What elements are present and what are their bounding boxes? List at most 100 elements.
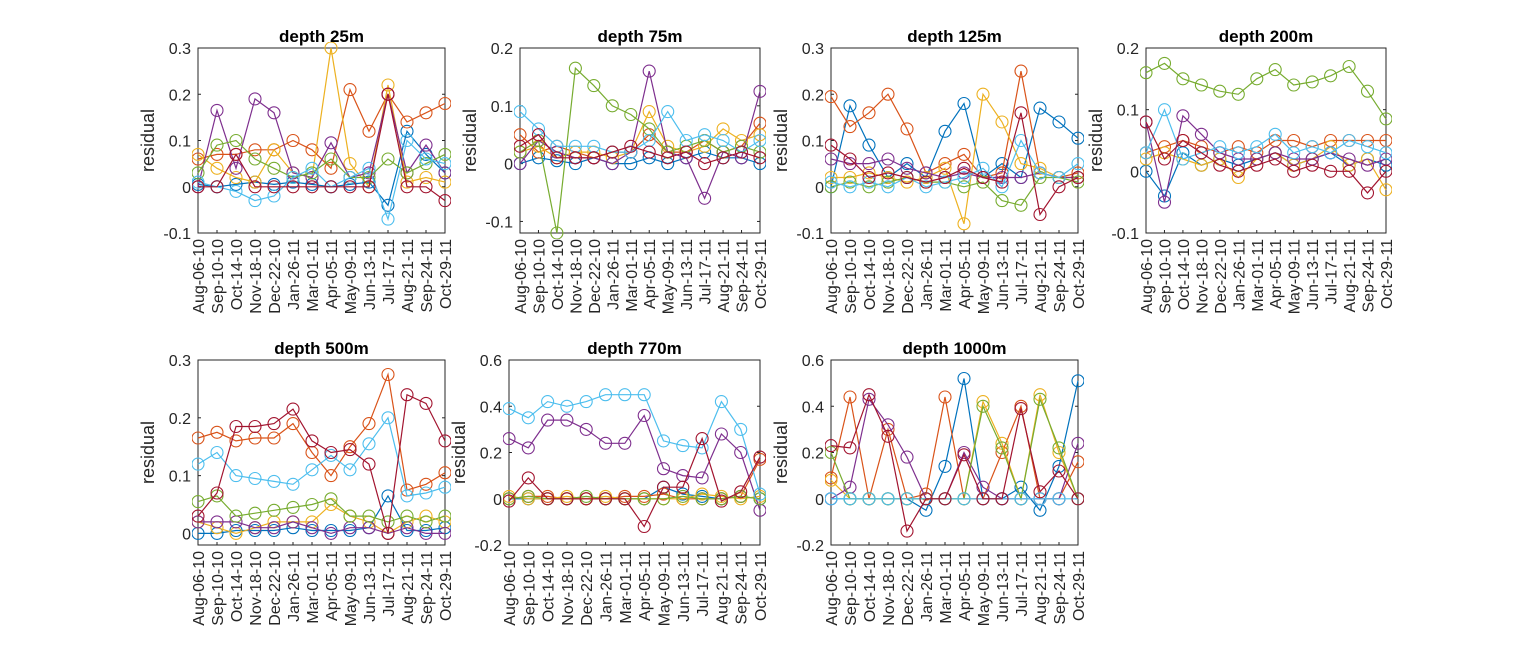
data-point (1052, 492, 1066, 506)
data-point (192, 431, 205, 445)
data-point (825, 439, 838, 453)
x-tick-label: Oct-29-11 (753, 239, 770, 309)
data-point (1157, 103, 1172, 117)
x-tick-label: Apr-05-11 (637, 551, 654, 621)
data-point (1033, 392, 1047, 406)
data-point (825, 175, 838, 189)
y-tick-label: 0.3 (802, 41, 824, 58)
data-point (1360, 140, 1375, 154)
data-point (957, 217, 971, 231)
x-tick-label: Jul-17-11 (1014, 551, 1031, 617)
data-point (734, 485, 748, 499)
data-point (605, 99, 619, 113)
data-point (900, 524, 914, 538)
x-tick-label: Jan-26-11 (919, 551, 936, 622)
data-point (716, 133, 730, 148)
y-tick-label: 0.1 (169, 134, 191, 151)
x-tick-label: Nov-18-10 (248, 551, 265, 626)
data-point (900, 161, 914, 175)
data-point (957, 180, 971, 194)
data-point (957, 448, 971, 462)
data-point (938, 492, 952, 506)
data-point (1033, 166, 1047, 180)
data-point (229, 177, 243, 191)
data-point (825, 492, 838, 506)
data-point (676, 439, 690, 453)
data-point (381, 489, 395, 503)
x-tick-label: Aug-06-10 (191, 239, 208, 314)
data-point (210, 103, 224, 117)
data-point (862, 175, 876, 189)
y-tick-label: 0.2 (491, 41, 513, 58)
x-tick-label: Jan-26-11 (286, 551, 303, 622)
data-point (1213, 158, 1227, 172)
data-point (695, 432, 709, 446)
data-point (695, 492, 709, 506)
data-point (1305, 75, 1319, 89)
series-line (508, 394, 761, 495)
data-point (305, 166, 319, 180)
data-point (560, 399, 574, 413)
data-point (503, 494, 516, 508)
series-line (197, 495, 446, 523)
data-point (324, 161, 338, 175)
data-point (579, 422, 593, 436)
data-point (324, 469, 338, 483)
data-point (267, 417, 281, 431)
data-point (210, 180, 224, 194)
data-point (1071, 131, 1084, 145)
data-point (1140, 66, 1153, 80)
x-tick-label: Oct-14-10 (550, 239, 567, 310)
data-point (695, 471, 709, 485)
data-point (381, 411, 395, 425)
data-point (305, 523, 319, 538)
x-tick-label: Nov-18-10 (248, 239, 265, 314)
data-point (843, 441, 857, 455)
data-point (1157, 56, 1172, 70)
x-tick-label: Mar-01-11 (624, 239, 641, 312)
data-point (267, 503, 281, 517)
y-tick-label: 0.6 (480, 353, 502, 370)
x-tick-label: Sep-10-10 (210, 551, 227, 626)
data-point (919, 492, 933, 506)
data-point (210, 489, 224, 503)
data-point (938, 390, 952, 404)
data-point (324, 136, 338, 150)
data-point (618, 436, 632, 450)
x-tick-label: Mar-01-11 (938, 239, 955, 312)
data-point (192, 175, 205, 189)
data-point (695, 441, 709, 455)
y-tick-label: 0 (815, 180, 824, 197)
data-point (637, 519, 651, 534)
data-point (900, 157, 914, 171)
data-point (362, 509, 376, 523)
data-point (587, 79, 601, 93)
data-point (381, 526, 395, 540)
y-tick-label: -0.1 (1111, 226, 1139, 243)
data-point (248, 92, 262, 106)
data-point (514, 139, 527, 153)
data-point (438, 480, 451, 494)
y-tick-label: 0.2 (480, 446, 502, 463)
data-point (1052, 441, 1066, 455)
x-tick-label: Apr-05-11 (324, 551, 341, 621)
data-point (637, 492, 651, 506)
data-point (419, 486, 433, 500)
data-point (734, 422, 748, 436)
data-point (1342, 59, 1356, 74)
data-point (753, 487, 766, 501)
data-point (1014, 106, 1028, 120)
data-point (1342, 133, 1356, 148)
data-point (698, 191, 712, 205)
data-point (438, 434, 451, 448)
data-point (1360, 84, 1375, 98)
x-tick-label: Mar-01-11 (1250, 239, 1267, 312)
series-line (197, 47, 446, 189)
x-tick-label: Nov-18-10 (560, 551, 577, 626)
data-point (521, 471, 535, 485)
y-tick-label: 0.2 (802, 87, 824, 104)
subplot-title: depth 500m (274, 339, 368, 358)
data-point (248, 523, 262, 538)
